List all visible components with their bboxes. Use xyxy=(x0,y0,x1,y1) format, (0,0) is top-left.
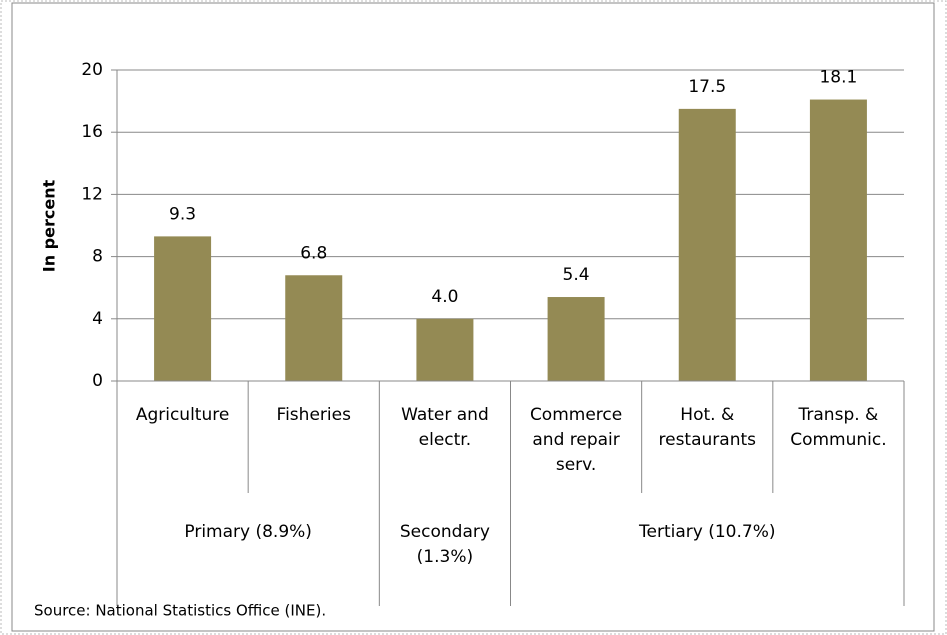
x-tick-label: Agriculture xyxy=(136,405,230,425)
bar xyxy=(154,236,212,381)
y-tick-label: 4 xyxy=(92,309,103,329)
y-tick-label: 20 xyxy=(81,60,103,80)
x-tick-label: Water and electr. xyxy=(401,405,489,450)
data-label: 18.1 xyxy=(819,68,857,88)
bar xyxy=(809,99,867,382)
bar xyxy=(416,318,474,381)
x-tick-label: Fisheries xyxy=(277,405,352,425)
y-tick-label: 0 xyxy=(92,371,103,391)
y-axis-label: In percent xyxy=(40,179,59,272)
bar xyxy=(285,275,343,381)
data-label: 5.4 xyxy=(563,265,590,285)
data-label: 4.0 xyxy=(431,287,458,307)
x-tick-label: Commerce and repair serv. xyxy=(530,405,622,475)
group-label: Primary (8.9%) xyxy=(184,522,312,542)
y-tick-label: 16 xyxy=(81,122,103,142)
data-label: 6.8 xyxy=(300,243,327,263)
bar xyxy=(678,108,736,381)
data-label: 9.3 xyxy=(169,204,196,224)
group-label: Tertiary (10.7%) xyxy=(638,522,775,542)
x-tick-label: Transp. & Communic. xyxy=(790,405,886,450)
source-note: Source: National Statistics Office (INE)… xyxy=(34,602,326,620)
x-tick-label: Hot. & restaurants xyxy=(659,405,757,450)
group-label: Secondary (1.3%) xyxy=(400,522,490,567)
y-tick-label: 8 xyxy=(92,247,103,267)
bar xyxy=(547,297,605,381)
y-tick-label: 12 xyxy=(81,184,103,204)
data-label: 17.5 xyxy=(688,77,726,97)
